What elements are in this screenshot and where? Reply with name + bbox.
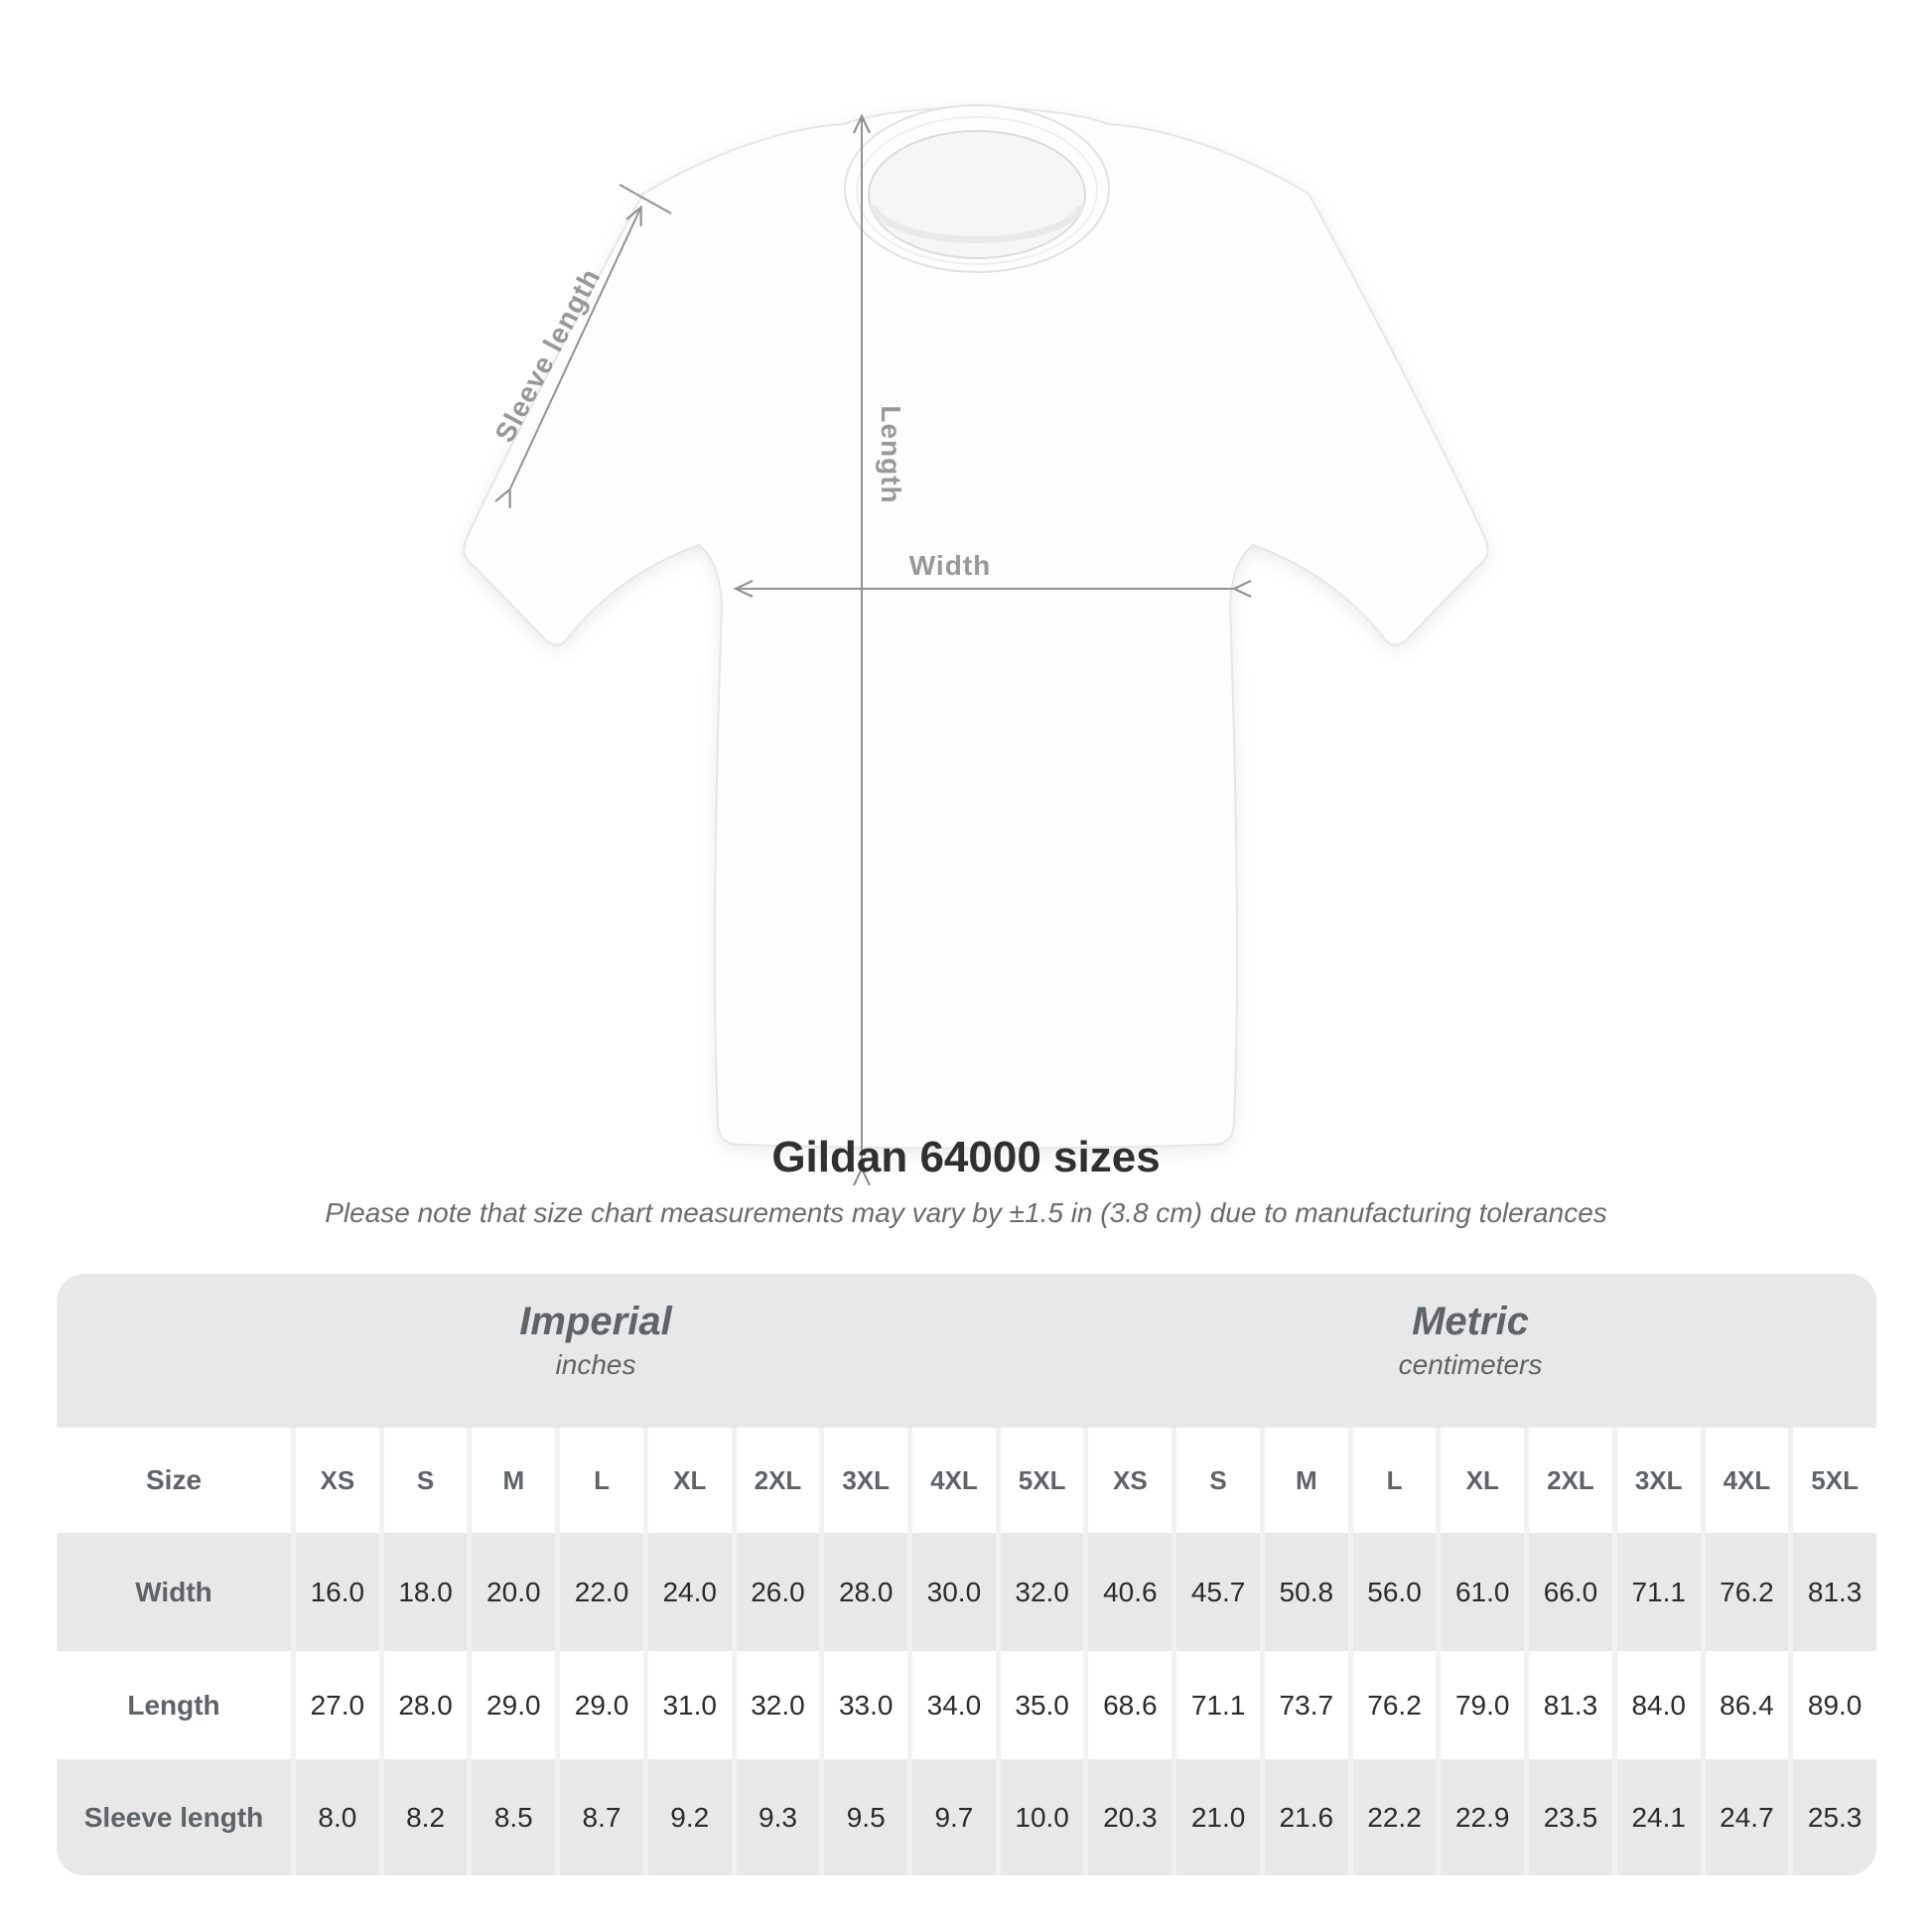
metric-size-header: 5XL	[1793, 1428, 1876, 1533]
metric-value-cell: 84.0	[1616, 1651, 1701, 1759]
row-header: Length	[57, 1651, 291, 1759]
imperial-value-cell: 35.0	[1000, 1651, 1084, 1759]
imperial-value-cell: 31.0	[647, 1651, 732, 1759]
metric-value-cell: 66.0	[1529, 1533, 1612, 1651]
metric-size-header: S	[1176, 1428, 1260, 1533]
metric-value-cell: 22.9	[1441, 1759, 1525, 1875]
imperial-value-cell: 30.0	[912, 1533, 996, 1651]
collar-inner-shadow	[870, 205, 1084, 243]
metric-unit-group: Metric centimeters	[1399, 1298, 1543, 1385]
page-title: Gildan 64000 sizes	[771, 1133, 1161, 1181]
imperial-value-cell: 28.0	[824, 1533, 908, 1651]
imperial-value-cell: 8.7	[560, 1759, 643, 1875]
imperial-unit-group: Imperial inches	[519, 1298, 671, 1385]
imperial-size-header: 5XL	[1000, 1428, 1084, 1533]
imperial-size-header: 3XL	[824, 1428, 908, 1533]
width-label: Width	[908, 550, 992, 581]
sleeve-shoulder-cap-line	[619, 184, 672, 214]
imperial-size-header: M	[472, 1428, 556, 1533]
metric-value-cell: 81.3	[1529, 1651, 1612, 1759]
metric-size-header: 4XL	[1705, 1428, 1789, 1533]
imperial-value-cell: 22.0	[560, 1533, 643, 1651]
metric-group-name: Metric	[1412, 1300, 1529, 1343]
tshirt-body-shape	[463, 106, 1489, 1150]
unit-header-band: Imperial inches Metric centimeters	[57, 1274, 1876, 1428]
imperial-value-cell: 16.0	[296, 1533, 379, 1651]
size-corner-header: Size	[57, 1428, 291, 1533]
imperial-value-cell: 9.2	[647, 1759, 732, 1875]
tolerance-note: Please note that size chart measurements…	[325, 1197, 1607, 1228]
imperial-value-cell: 9.5	[824, 1759, 908, 1875]
size-chart-table: Imperial inches Metric centimeters Size X…	[57, 1274, 1876, 1875]
imperial-value-cell: 8.2	[383, 1759, 468, 1875]
imperial-value-cell: 9.3	[736, 1759, 820, 1875]
metric-size-header: XS	[1088, 1428, 1173, 1533]
metric-value-cell: 20.3	[1088, 1759, 1173, 1875]
metric-size-header: 3XL	[1616, 1428, 1701, 1533]
metric-value-cell: 24.1	[1616, 1759, 1701, 1875]
metric-value-cell: 71.1	[1616, 1533, 1701, 1651]
metric-value-cell: 73.7	[1264, 1651, 1348, 1759]
imperial-value-cell: 27.0	[296, 1651, 379, 1759]
imperial-size-header: 4XL	[912, 1428, 996, 1533]
imperial-value-cell: 8.0	[296, 1759, 379, 1875]
imperial-group-unit: inches	[555, 1349, 636, 1380]
metric-value-cell: 76.2	[1705, 1533, 1789, 1651]
imperial-group-name: Imperial	[519, 1300, 672, 1343]
metric-size-header: L	[1352, 1428, 1437, 1533]
metric-value-cell: 22.2	[1352, 1759, 1437, 1875]
imperial-size-header: XL	[647, 1428, 732, 1533]
metric-value-cell: 86.4	[1705, 1651, 1789, 1759]
imperial-size-header: L	[560, 1428, 643, 1533]
tshirt-diagram	[463, 104, 1489, 1186]
metric-value-cell: 40.6	[1088, 1533, 1173, 1651]
imperial-value-cell: 33.0	[824, 1651, 908, 1759]
metric-size-header: M	[1264, 1428, 1348, 1533]
imperial-value-cell: 18.0	[383, 1533, 468, 1651]
metric-value-cell: 25.3	[1793, 1759, 1876, 1875]
imperial-value-cell: 32.0	[1000, 1533, 1084, 1651]
metric-size-header: 2XL	[1529, 1428, 1612, 1533]
imperial-value-cell: 10.0	[1000, 1759, 1084, 1875]
imperial-size-header: 2XL	[736, 1428, 820, 1533]
metric-value-cell: 45.7	[1176, 1533, 1260, 1651]
imperial-size-header: XS	[296, 1428, 379, 1533]
shirt-measurement-figure: Sleeve length Length Width	[463, 104, 1489, 1186]
size-table-grid: Size XS S M L XL 2XL 3XL 4XL 5XL XS S M L XL 2XL 3XL 4XL 5…	[57, 1428, 1876, 1875]
imperial-value-cell: 34.0	[912, 1651, 996, 1759]
metric-value-cell: 21.6	[1264, 1759, 1348, 1875]
imperial-size-header: S	[383, 1428, 468, 1533]
metric-value-cell: 23.5	[1529, 1759, 1612, 1875]
metric-value-cell: 71.1	[1176, 1651, 1260, 1759]
metric-value-cell: 79.0	[1441, 1651, 1525, 1759]
sleeve-dimension-line	[494, 205, 642, 508]
imperial-value-cell: 32.0	[736, 1651, 820, 1759]
metric-group-unit: centimeters	[1398, 1349, 1543, 1380]
row-header: Width	[57, 1533, 291, 1651]
imperial-value-cell: 20.0	[472, 1533, 556, 1651]
metric-value-cell: 50.8	[1264, 1533, 1348, 1651]
length-label: Length	[876, 405, 906, 504]
imperial-value-cell: 9.7	[912, 1759, 996, 1875]
metric-size-header: XL	[1441, 1428, 1525, 1533]
imperial-value-cell: 26.0	[736, 1533, 820, 1651]
metric-value-cell: 56.0	[1352, 1533, 1437, 1651]
metric-value-cell: 76.2	[1352, 1651, 1437, 1759]
imperial-value-cell: 29.0	[560, 1651, 643, 1759]
metric-value-cell: 61.0	[1441, 1533, 1525, 1651]
imperial-value-cell: 24.0	[647, 1533, 732, 1651]
metric-value-cell: 68.6	[1088, 1651, 1173, 1759]
metric-value-cell: 21.0	[1176, 1759, 1260, 1875]
metric-value-cell: 24.7	[1705, 1759, 1789, 1875]
metric-value-cell: 89.0	[1793, 1651, 1876, 1759]
imperial-value-cell: 29.0	[472, 1651, 556, 1759]
row-header: Sleeve length	[57, 1759, 291, 1875]
metric-value-cell: 81.3	[1793, 1533, 1876, 1651]
imperial-value-cell: 8.5	[472, 1759, 556, 1875]
imperial-value-cell: 28.0	[383, 1651, 468, 1759]
